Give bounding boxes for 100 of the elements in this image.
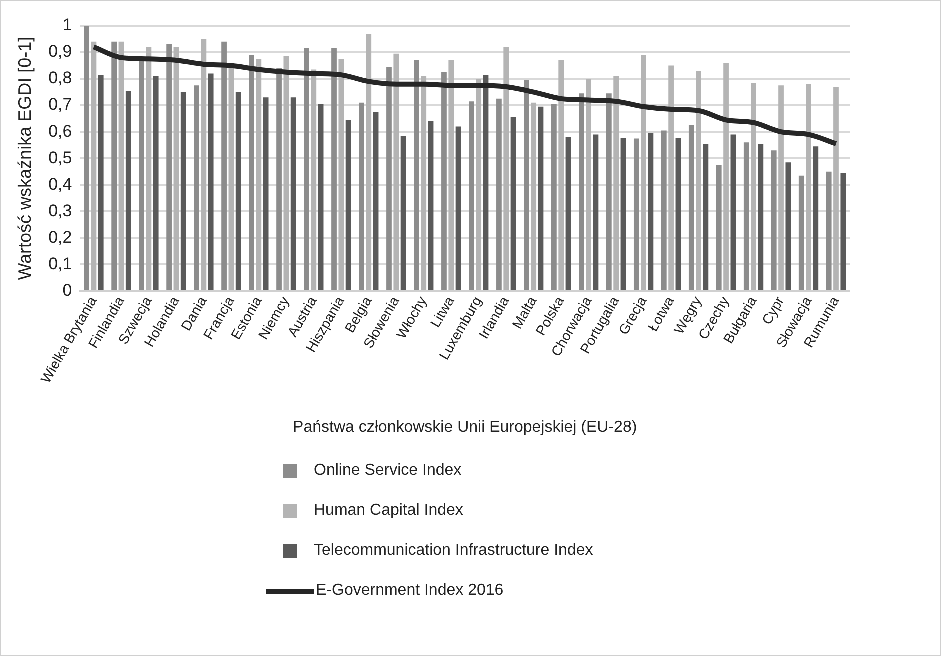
bar — [201, 39, 207, 290]
bar — [126, 90, 132, 290]
bar — [676, 138, 682, 290]
bar — [290, 98, 296, 290]
bar — [421, 76, 427, 290]
y-tick-label: 0,7 — [48, 95, 72, 114]
bar — [661, 130, 667, 290]
bar — [222, 42, 227, 290]
bar — [703, 144, 709, 290]
bar — [153, 76, 159, 290]
y-tick-label: 0,6 — [48, 122, 72, 141]
bar — [483, 75, 489, 290]
bar — [593, 134, 599, 290]
y-tick-label: 0,4 — [48, 174, 72, 194]
bar — [798, 176, 804, 290]
bar — [620, 138, 626, 290]
bar — [284, 56, 290, 290]
bar — [414, 60, 420, 290]
bar — [510, 117, 516, 290]
bar — [751, 83, 756, 290]
bar — [840, 173, 846, 290]
bar — [448, 60, 454, 290]
bar — [332, 48, 337, 290]
bar — [394, 54, 400, 290]
bar — [256, 59, 262, 290]
bar — [504, 47, 510, 290]
y-tick-label: 1 — [62, 16, 72, 35]
y-tick-label: 0,8 — [48, 68, 72, 88]
bar — [531, 102, 537, 290]
bar — [786, 162, 792, 290]
bar — [373, 112, 379, 290]
bar — [496, 98, 502, 290]
bar — [648, 133, 654, 290]
bar — [668, 66, 674, 290]
y-tick-label: 0,1 — [48, 254, 72, 274]
bar — [606, 94, 612, 290]
bar — [146, 47, 152, 290]
bar — [813, 146, 819, 290]
bar — [826, 172, 832, 290]
bar — [641, 55, 646, 290]
y-tick-label: 0,2 — [48, 228, 72, 247]
bar — [744, 142, 750, 290]
bar — [614, 76, 619, 290]
bar — [586, 79, 592, 290]
bar — [91, 42, 97, 290]
y-tick-label: 0 — [62, 280, 72, 300]
legend-label: E-Government Index 2016 — [316, 582, 504, 600]
bar — [194, 86, 200, 290]
bar — [311, 70, 317, 290]
bar — [469, 102, 474, 290]
bar — [688, 125, 694, 290]
bar — [112, 42, 118, 290]
bar — [696, 71, 702, 290]
y-tick-label: 0,9 — [48, 42, 72, 62]
bar — [724, 63, 729, 290]
bar — [276, 68, 282, 290]
bar — [84, 26, 90, 290]
bar — [180, 92, 186, 290]
legend-label: Online Service Index — [314, 462, 462, 480]
bar — [552, 104, 557, 290]
bar — [456, 126, 462, 290]
bar — [304, 48, 310, 290]
bar — [174, 47, 180, 290]
bar — [442, 72, 447, 290]
bar — [366, 34, 372, 290]
legend-label: Human Capital Index — [314, 502, 464, 520]
bar — [118, 42, 124, 290]
bar — [834, 86, 839, 290]
legend-label: Telecommunication Infrastructure Index — [314, 542, 594, 560]
bar — [98, 75, 104, 290]
bar — [771, 150, 777, 290]
bar — [359, 102, 364, 290]
bar — [579, 94, 584, 290]
bar — [476, 79, 482, 290]
bar — [716, 165, 722, 290]
bar — [558, 60, 564, 290]
bar — [338, 59, 344, 290]
bar — [263, 98, 269, 290]
bar — [386, 67, 392, 290]
bar — [139, 60, 144, 290]
bar — [634, 138, 640, 290]
bar — [208, 74, 214, 290]
bar — [249, 55, 254, 290]
bar — [428, 121, 434, 290]
bar — [524, 80, 530, 290]
bar — [236, 92, 242, 290]
bar — [758, 144, 764, 290]
bar — [400, 136, 406, 290]
bar — [166, 44, 172, 290]
bar — [346, 120, 352, 290]
bar — [730, 134, 736, 290]
bar — [566, 137, 572, 290]
y-axis-title: Wartość wskaźnika EGDI [0-1] — [14, 36, 35, 280]
y-tick-label: 0,3 — [48, 201, 72, 220]
x-axis-title: Państwa członkowskie Unii Europejskiej (EU-28) — [293, 418, 638, 436]
bar — [538, 106, 544, 290]
y-tick-label: 0,5 — [48, 148, 72, 168]
bar — [318, 104, 324, 290]
bar — [806, 84, 812, 290]
bar — [778, 86, 784, 290]
